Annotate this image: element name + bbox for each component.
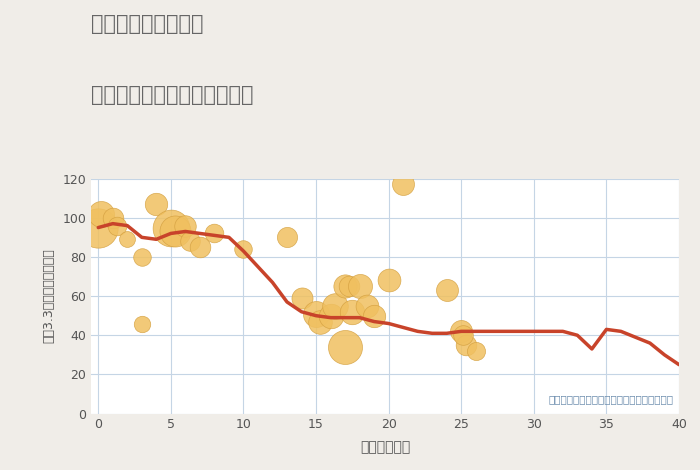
X-axis label: 築年数（年）: 築年数（年） [360, 440, 410, 454]
Point [470, 347, 482, 355]
Y-axis label: 坪（3.3㎡）単価（万円）: 坪（3.3㎡）単価（万円） [42, 249, 55, 344]
Point [184, 237, 195, 245]
Point [238, 245, 249, 253]
Point [344, 282, 355, 290]
Point [368, 312, 379, 320]
Point [96, 210, 107, 218]
Point [354, 282, 365, 290]
Point [329, 302, 340, 310]
Point [111, 222, 122, 229]
Point [310, 310, 321, 318]
Point [398, 181, 409, 188]
Point [460, 341, 471, 349]
Text: 千葉県市原市南岩崎: 千葉県市原市南岩崎 [91, 14, 204, 34]
Point [136, 320, 148, 327]
Point [383, 277, 394, 284]
Point [296, 294, 307, 302]
Point [441, 287, 452, 294]
Point [136, 253, 148, 261]
Point [281, 234, 293, 241]
Point [209, 230, 220, 237]
Point [340, 282, 351, 290]
Point [165, 224, 176, 231]
Point [107, 214, 118, 221]
Text: 築年数別中古マンション価格: 築年数別中古マンション価格 [91, 85, 253, 105]
Point [122, 235, 133, 243]
Point [180, 222, 191, 229]
Point [195, 243, 206, 251]
Point [325, 312, 336, 320]
Point [340, 343, 351, 351]
Point [346, 308, 358, 315]
Point [456, 328, 467, 335]
Point [361, 302, 372, 310]
Point [315, 318, 326, 325]
Point [457, 331, 468, 339]
Point [92, 224, 104, 231]
Point [150, 200, 162, 208]
Point [169, 228, 181, 235]
Text: 円の大きさは、取引のあった物件面積を示す: 円の大きさは、取引のあった物件面積を示す [548, 394, 673, 404]
